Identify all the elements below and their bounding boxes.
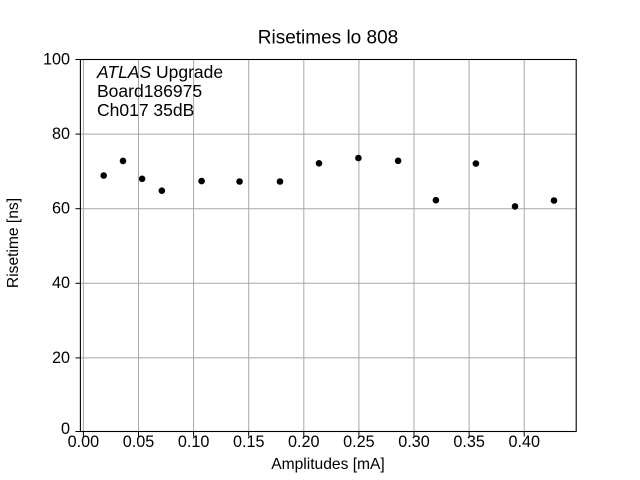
svg-text:20: 20 <box>52 349 70 367</box>
svg-text:0: 0 <box>61 420 70 438</box>
svg-text:0.30: 0.30 <box>398 433 430 451</box>
svg-text:0.10: 0.10 <box>178 433 210 451</box>
svg-text:40: 40 <box>52 274 70 292</box>
svg-text:80: 80 <box>52 125 70 143</box>
svg-text:0.40: 0.40 <box>508 433 540 451</box>
svg-text:Amplitudes [mA]: Amplitudes [mA] <box>271 456 385 473</box>
svg-text:Ch017 35dB: Ch017 35dB <box>97 100 194 120</box>
svg-text:Risetimes lo 808: Risetimes lo 808 <box>258 28 398 49</box>
svg-text:60: 60 <box>52 200 70 218</box>
svg-text:0.00: 0.00 <box>68 433 100 451</box>
svg-text:ATLAS Upgrade: ATLAS Upgrade <box>96 62 223 82</box>
svg-text:0.05: 0.05 <box>123 433 155 451</box>
svg-text:0.15: 0.15 <box>233 433 265 451</box>
svg-text:100: 100 <box>43 51 70 69</box>
svg-text:0.20: 0.20 <box>288 433 320 451</box>
svg-text:0.35: 0.35 <box>453 433 485 451</box>
svg-text:Risetime [ns]: Risetime [ns] <box>5 198 22 288</box>
svg-text:Board186975: Board186975 <box>97 81 202 101</box>
svg-text:0.25: 0.25 <box>343 433 375 451</box>
